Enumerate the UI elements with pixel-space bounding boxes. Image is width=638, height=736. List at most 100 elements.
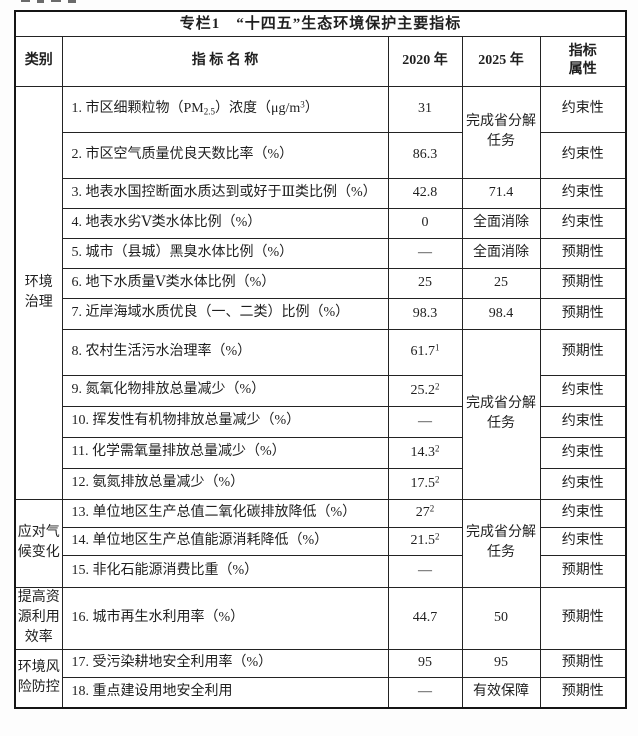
table-row: 10. 挥发性有机物排放总量减少（%） — 约束性 [15,405,627,438]
value-2025-cell: 71.4 [461,177,541,209]
attribute-cell: 约束性 [539,405,627,438]
table-row: 9. 氮氧化物排放总量减少（%） 25.22 约束性 [15,374,627,407]
value-2020-cell: — [387,237,463,269]
value-2020-cell: 61.71 [387,328,463,376]
table-row: 应对气 候变化 13. 单位地区生产总值二氧化碳排放降低（%） 272 完成省分解 任务约… [14,498,627,588]
indicator-name-cell: 15. 非化石能源消费比重（%） [61,554,389,588]
table-title: 专栏1 “十四五”生态环境保护主要指标 [14,10,627,37]
attribute-cell: 预期性 [539,267,627,299]
table-row: 4. 地表水劣Ⅴ类水体比例（%） 0 全面消除 约束性 [15,207,627,239]
category-cell: 环境风 险防控 [14,648,63,709]
table-row: 7. 近岸海域水质优良（一、二类）比例（%） 98.3 98.4 预期性 [15,297,627,330]
indicator-name-cell: 13. 单位地区生产总值二氧化碳排放降低（%） [61,498,389,528]
value-2025-cell: 50 [461,586,541,650]
header-2025: 2025 年 [461,35,541,87]
indicator-name-cell: 9. 氮氧化物排放总量减少（%） [61,374,389,407]
table-row: 5. 城市（县城）黑臭水体比例（%） — 全面消除 预期性 [15,237,627,269]
attribute-cell: 约束性 [539,207,627,239]
indicator-name-cell: 17. 受污染耕地安全利用率（%） [61,648,389,678]
indicator-name-cell: 2. 市区空气质量优良天数比率（%） [61,131,389,179]
value-2025-cell: 有效保障 [461,676,541,709]
attribute-cell: 约束性 [539,467,627,500]
value-2020-cell: 21.52 [387,526,463,556]
indicator-name-cell: 1. 市区细颗粒物（PM2.5）浓度（μg/m3） [61,85,389,133]
value-2025-cell: 完成省分解 任务 [461,498,541,588]
value-2020-cell: — [387,676,463,709]
indicator-name-cell: 16. 城市再生水利用率（%） [61,586,389,650]
header-2020: 2020 年 [387,35,463,87]
value-2025-cell: 95 [461,648,541,678]
value-2020-cell: 25.22 [387,374,463,407]
table-row: 环境 治理 1. 市区细颗粒物（PM2.5）浓度（μg/m3） 31 完成省分解 任务 约束… [14,85,627,500]
indicator-name-cell: 4. 地表水劣Ⅴ类水体比例（%） [61,207,389,239]
attribute-cell: 预期性 [539,328,627,376]
indicator-name-cell: 10. 挥发性有机物排放总量减少（%） [61,405,389,438]
attribute-cell: 预期性 [539,297,627,330]
value-2020-cell: 44.7 [387,586,463,650]
table-row: 2. 市区空气质量优良天数比率（%） 86.3 约束性 [15,131,627,179]
value-2025-cell: 完成省分解 任务 [461,85,541,179]
value-2020-cell: 25 [387,267,463,299]
table-header-row: 类别 指 标 名 称 2020 年 2025 年 指标 属性 [14,35,627,87]
value-2025-cell: 全面消除 [461,207,541,239]
attribute-cell: 约束性 [539,85,627,133]
category-cell: 环境 治理 [14,85,63,500]
value-2020-cell: 95 [387,648,463,678]
value-2020-cell: 0 [387,207,463,239]
attribute-cell: 约束性 [539,436,627,469]
value-2025-cell: 25 [461,267,541,299]
indicator-name-cell: 6. 地下水质量Ⅴ类水体比例（%） [61,267,389,299]
value-2025-cell: 全面消除 [461,237,541,269]
indicator-name-cell: 18. 重点建设用地安全利用 [61,676,389,709]
value-2020-cell: — [387,405,463,438]
cropped-character-mark [37,0,44,3]
indicator-name-cell: 12. 氨氮排放总量减少（%） [61,467,389,500]
table-row: 提高资 源利用 效率 16. 城市再生水利用率（%） 44.7 50 预期性 [14,586,627,650]
header-indicator-name: 指 标 名 称 [61,35,389,87]
attribute-cell: 约束性 [539,498,627,528]
value-2020-cell: 42.8 [387,177,463,209]
cropped-character-mark [21,0,30,2]
attribute-cell: 预期性 [539,554,627,588]
table-row: 18. 重点建设用地安全利用 — 有效保障 预期性 [15,676,627,709]
cropped-text-remnant [21,0,83,3]
indicator-table: 专栏1 “十四五”生态环境保护主要指标 类别 指 标 名 称 2020 年 20… [14,10,627,709]
attribute-cell: 预期性 [539,648,627,678]
indicator-name-cell: 14. 单位地区生产总值能源消耗降低（%） [61,526,389,556]
table-row: 12. 氨氮排放总量减少（%） 17.52 约束性 [15,467,627,500]
value-2020-cell: 86.3 [387,131,463,179]
attribute-cell: 约束性 [539,177,627,209]
indicator-name-cell: 7. 近岸海域水质优良（一、二类）比例（%） [61,297,389,330]
table-row: 15. 非化石能源消费比重（%） — 预期性 [15,554,627,588]
category-cell: 应对气 候变化 [14,498,63,588]
attribute-cell: 预期性 [539,676,627,709]
category-cell: 提高资 源利用 效率 [14,586,63,650]
attribute-cell: 约束性 [539,374,627,407]
indicator-name-cell: 5. 城市（县城）黑臭水体比例（%） [61,237,389,269]
header-attribute: 指标 属性 [539,35,627,87]
value-2025-cell: 98.4 [461,297,541,330]
cropped-character-mark [68,0,76,3]
value-2025-cell: 完成省分解 任务 [461,328,541,500]
value-2020-cell: 14.32 [387,436,463,469]
indicator-table-body: 环境 治理 1. 市区细颗粒物（PM2.5）浓度（μg/m3） 31 完成省分解 任务 约束… [14,85,627,709]
indicator-name-cell: 3. 地表水国控断面水质达到或好于Ⅲ类比例（%） [61,177,389,209]
table-row: 3. 地表水国控断面水质达到或好于Ⅲ类比例（%） 42.8 71.4 约束性 [15,177,627,209]
table-row: 6. 地下水质量Ⅴ类水体比例（%） 25 25 预期性 [15,267,627,299]
header-category: 类别 [14,35,63,87]
attribute-cell: 预期性 [539,586,627,650]
value-2020-cell: 98.3 [387,297,463,330]
indicator-name-cell: 8. 农村生活污水治理率（%） [61,328,389,376]
value-2020-cell: 17.52 [387,467,463,500]
table-title-row: 专栏1 “十四五”生态环境保护主要指标 [14,10,627,37]
value-2020-cell: 31 [387,85,463,133]
attribute-cell: 预期性 [539,237,627,269]
table-row: 环境风 险防控 17. 受污染耕地安全利用率（%） 95 95 预期性 [14,648,627,709]
cropped-character-mark [51,0,61,2]
table-row: 11. 化学需氧量排放总量减少（%） 14.32 约束性 [15,436,627,469]
value-2020-cell: — [387,554,463,588]
attribute-cell: 约束性 [539,131,627,179]
indicator-name-cell: 11. 化学需氧量排放总量减少（%） [61,436,389,469]
attribute-cell: 约束性 [539,526,627,556]
